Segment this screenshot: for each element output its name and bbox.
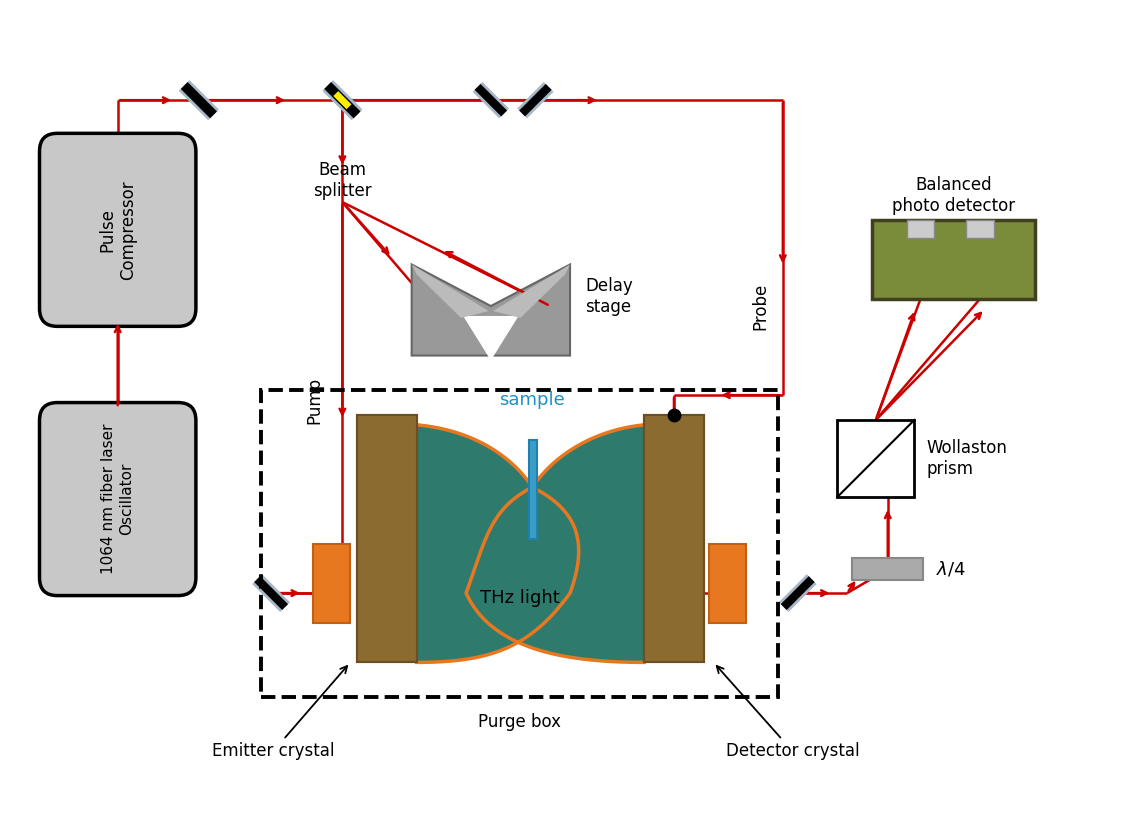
Bar bbox=[530, 440, 538, 538]
Bar bbox=[872, 220, 1036, 299]
Polygon shape bbox=[466, 425, 645, 663]
Text: Pulse
Compressor: Pulse Compressor bbox=[99, 180, 138, 279]
Polygon shape bbox=[463, 316, 518, 360]
Text: $\lambda$/4: $\lambda$/4 bbox=[936, 560, 966, 578]
Bar bbox=[313, 543, 350, 623]
Bar bbox=[262, 391, 778, 697]
Text: Pump: Pump bbox=[305, 377, 323, 424]
Bar bbox=[906, 220, 935, 238]
Bar bbox=[837, 420, 914, 497]
Text: Delay
stage: Delay stage bbox=[585, 277, 633, 315]
FancyBboxPatch shape bbox=[39, 403, 196, 596]
Text: sample: sample bbox=[500, 391, 565, 409]
Text: Wollaston
prism: Wollaston prism bbox=[927, 439, 1007, 478]
Text: 1064 nm fiber laser
Oscillator: 1064 nm fiber laser Oscillator bbox=[101, 424, 134, 574]
Polygon shape bbox=[412, 265, 489, 318]
Text: Purge box: Purge box bbox=[478, 712, 561, 730]
Text: Detector crystal: Detector crystal bbox=[717, 666, 859, 761]
Polygon shape bbox=[416, 425, 579, 663]
Polygon shape bbox=[493, 265, 570, 318]
Polygon shape bbox=[412, 265, 570, 355]
Text: THz light: THz light bbox=[479, 589, 560, 607]
Bar bbox=[709, 543, 747, 623]
Bar bbox=[966, 220, 993, 238]
FancyBboxPatch shape bbox=[39, 133, 196, 326]
Bar bbox=[645, 415, 703, 663]
Text: Beam
splitter: Beam splitter bbox=[313, 161, 372, 199]
Bar bbox=[645, 415, 703, 663]
Text: Balanced
photo detector: Balanced photo detector bbox=[892, 176, 1015, 215]
Text: Emitter crystal: Emitter crystal bbox=[212, 666, 348, 761]
Bar bbox=[852, 559, 923, 580]
Bar bbox=[357, 415, 416, 663]
Bar bbox=[357, 415, 416, 663]
Text: Probe: Probe bbox=[751, 283, 770, 330]
